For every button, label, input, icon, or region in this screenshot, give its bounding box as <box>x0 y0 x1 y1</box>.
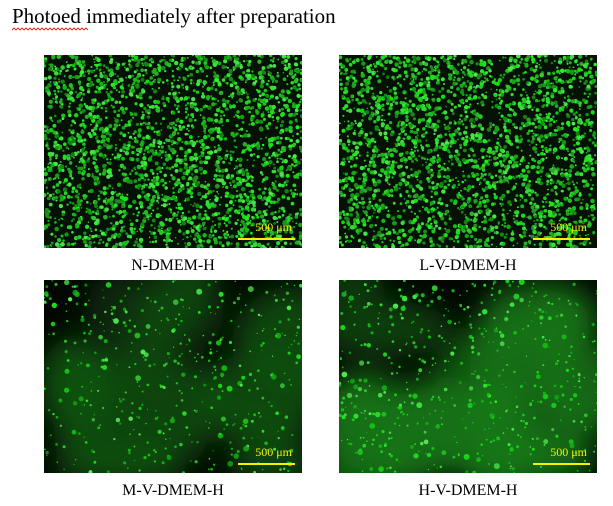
scale-label: 500 μm <box>255 220 292 234</box>
caption-n-dmem-h: N-DMEM-H <box>131 257 215 274</box>
micrograph-l-v-dmem-h: 500 μm <box>339 55 597 248</box>
micrograph-n-dmem-h: 500 μm <box>44 55 302 248</box>
spellcheck-underline <box>12 27 88 31</box>
scale-bar <box>238 238 295 240</box>
caption-l-v-dmem-h: L-V-DMEM-H <box>419 257 517 274</box>
fluorescence-field <box>44 280 302 473</box>
figure-title: Photoed immediately after preparation <box>12 4 336 28</box>
scale-label: 500 μm <box>255 445 292 459</box>
scale-bar <box>238 463 295 465</box>
caption-m-v-dmem-h: M-V-DMEM-H <box>122 482 224 499</box>
scale-bar <box>533 238 590 240</box>
fluorescence-field <box>339 280 597 473</box>
scale-label: 500 μm <box>550 220 587 234</box>
scale-label: 500 μm <box>550 445 587 459</box>
fluorescence-field <box>44 55 302 248</box>
micrograph-h-v-dmem-h: 500 μm <box>339 280 597 473</box>
scale-bar <box>533 463 590 465</box>
caption-h-v-dmem-h: H-V-DMEM-H <box>418 482 518 499</box>
fluorescence-field <box>339 55 597 248</box>
micrograph-m-v-dmem-h: 500 μm <box>44 280 302 473</box>
